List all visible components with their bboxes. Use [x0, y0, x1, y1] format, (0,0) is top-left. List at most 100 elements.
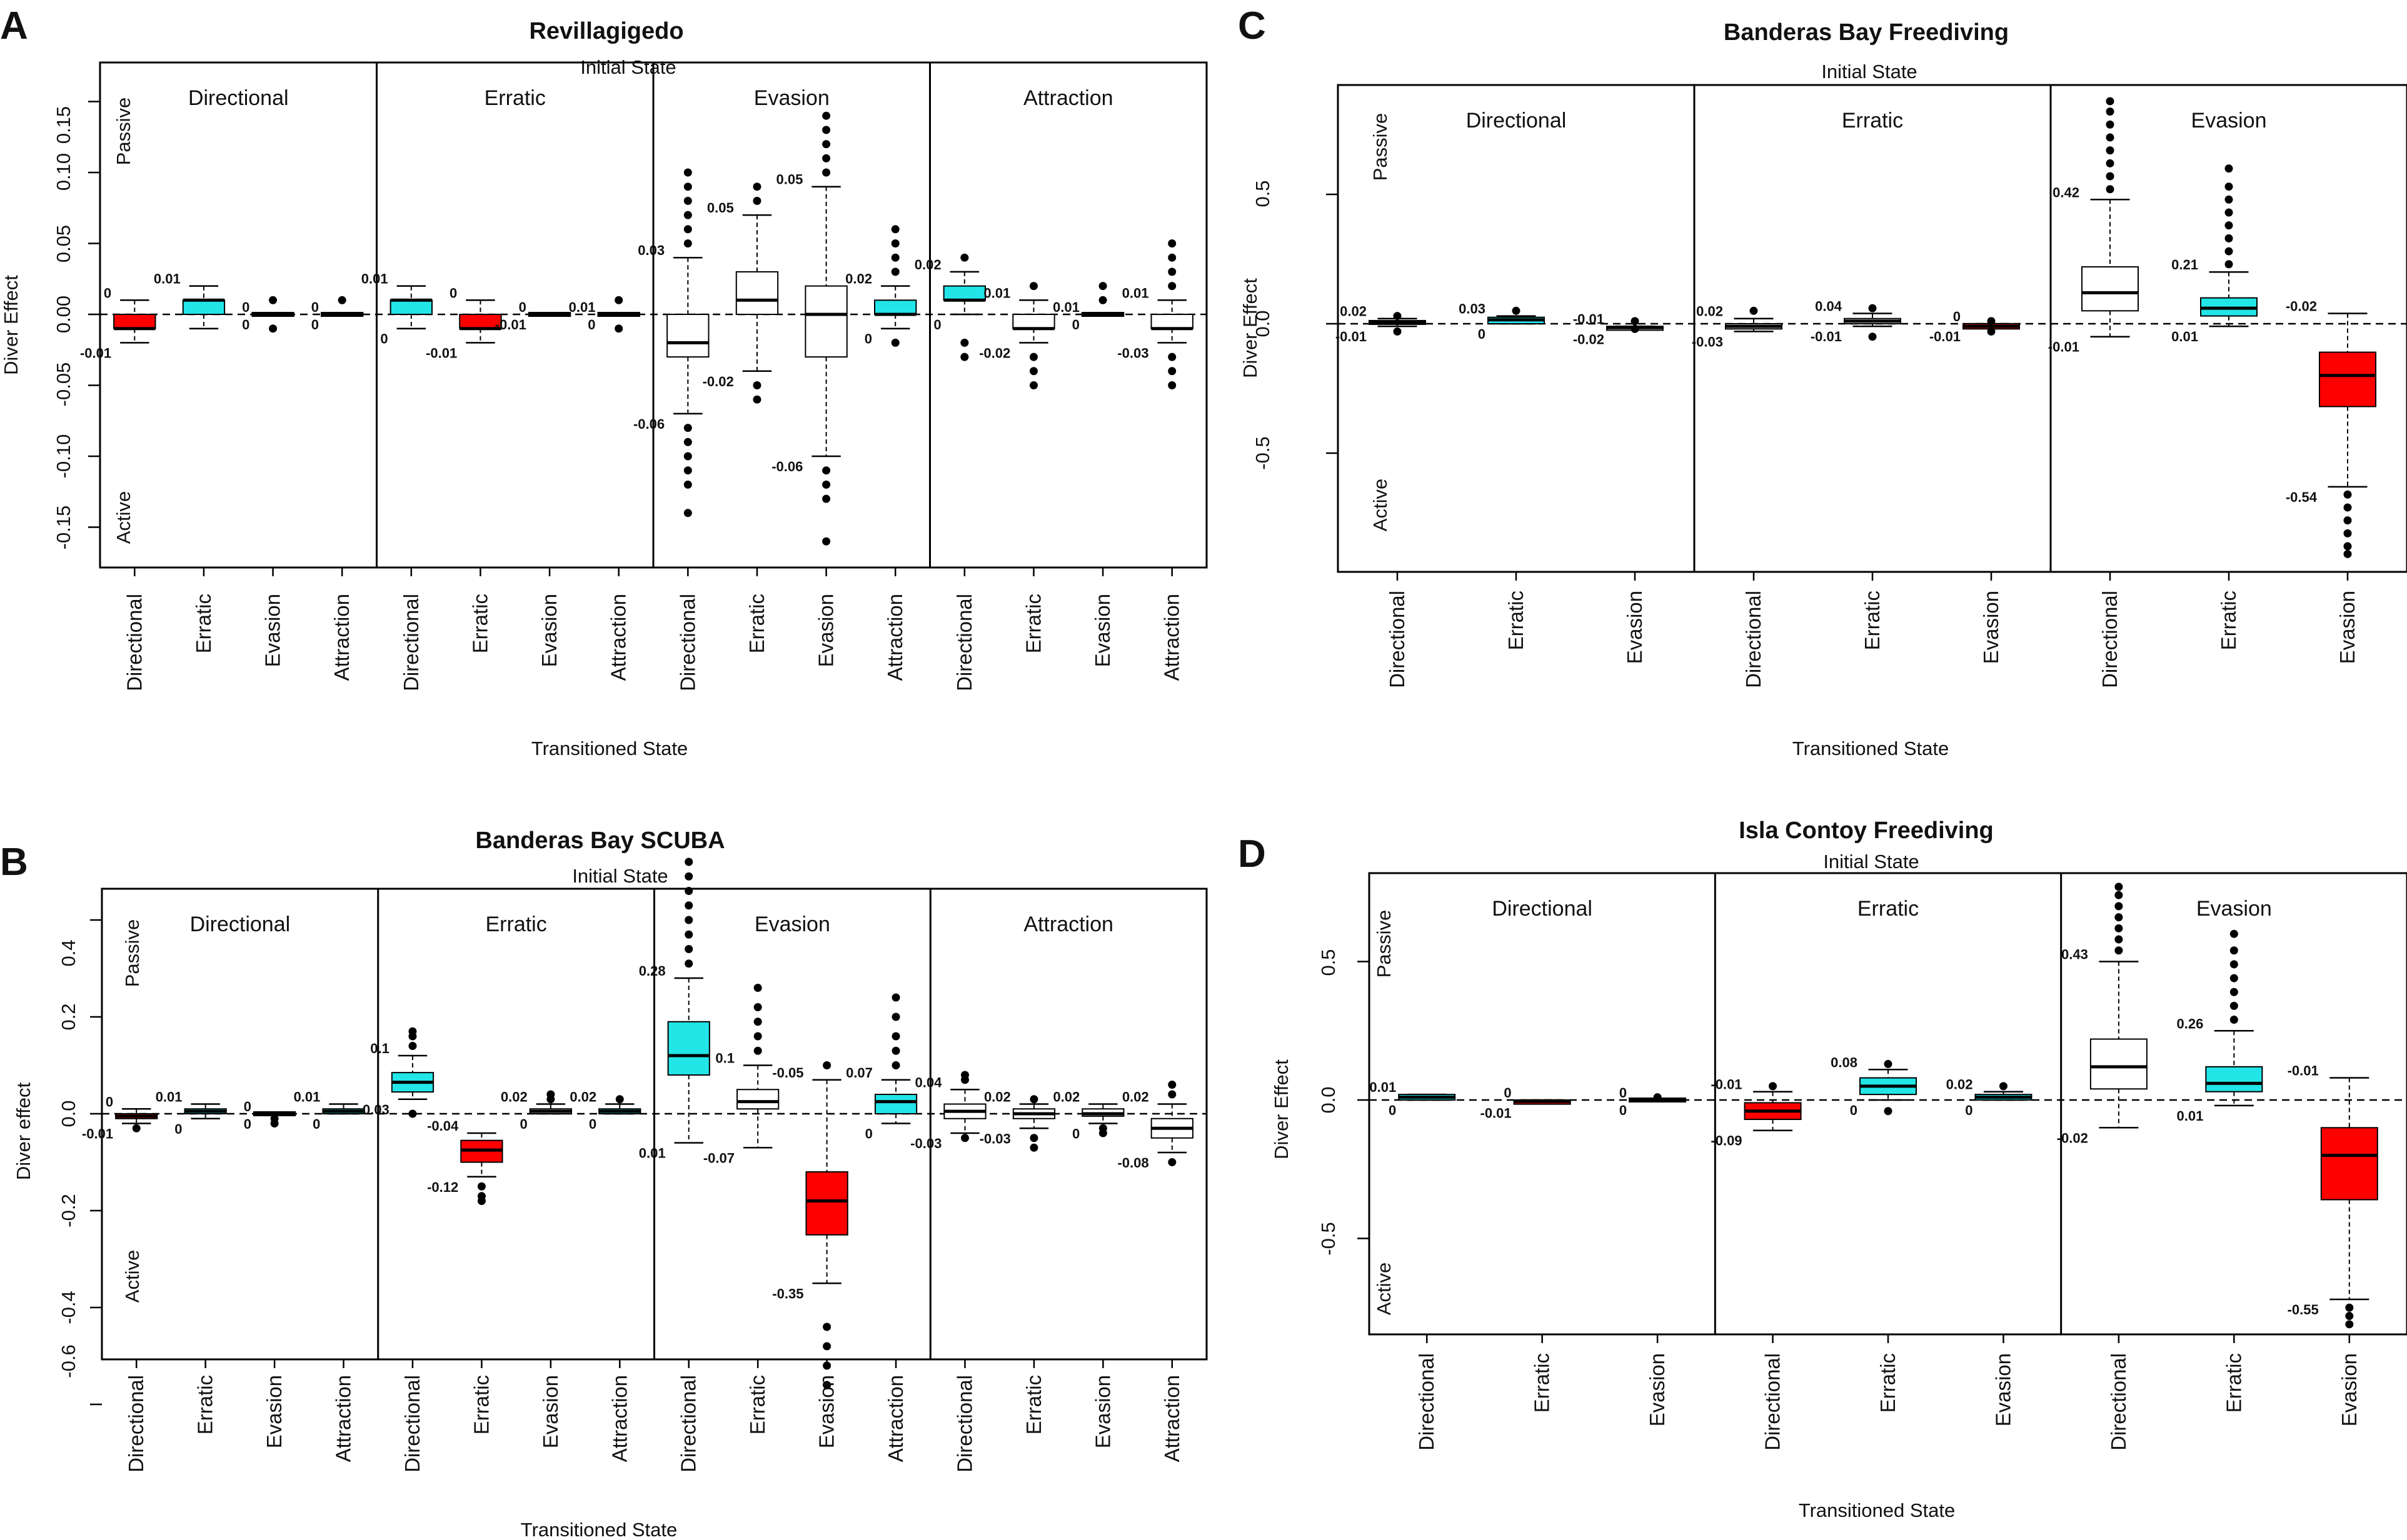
panel-C-y-ticks: 0.5 0.0 -0.5	[1252, 180, 1274, 469]
x-tick-label: Erratic	[194, 1375, 217, 1434]
panel-A-plot: Directional 0 -0.01 Directional 0.01 Erratic 0…	[80, 61, 1208, 691]
group-label: Evasion	[2196, 897, 2272, 921]
x-tick-label: Evasion	[2336, 591, 2359, 664]
outlier-point	[822, 537, 831, 546]
box-body	[113, 314, 156, 329]
y-tick-label: -0.2	[58, 1194, 79, 1227]
outlier-point	[615, 324, 623, 333]
group-label: Evasion	[2191, 109, 2267, 132]
outlier-point	[2229, 1016, 2238, 1024]
outlier-point	[1098, 296, 1107, 304]
group-label: Attraction	[1023, 86, 1113, 110]
box-directional: 0.1 0.03	[363, 1027, 435, 1118]
outlier-point	[1168, 352, 1177, 361]
outlier-point	[822, 111, 831, 120]
y-tick-label: 0.15	[53, 106, 74, 144]
y-tick-label: 0.4	[58, 939, 79, 966]
upper-value-label: 0	[1504, 1085, 1511, 1101]
panel-D-letter: D	[1238, 832, 1266, 876]
outlier-point	[1029, 352, 1038, 361]
outlier-point	[1168, 1090, 1177, 1099]
x-tick-label: Erratic	[192, 594, 215, 653]
outlier-point	[408, 1027, 417, 1036]
lower-value-label: -0.01	[82, 1126, 113, 1142]
outlier-point	[892, 1046, 900, 1055]
box-erratic: 0.21 0.01	[2171, 164, 2258, 344]
outlier-point	[822, 466, 831, 475]
upper-value-label: 0.07	[846, 1065, 873, 1081]
outlier-point	[2343, 490, 2352, 499]
outlier-point	[2114, 935, 2123, 944]
lower-value-label: 0	[244, 1116, 251, 1132]
x-tick-label: Attraction	[1160, 594, 1183, 681]
lower-value-label: -0.01	[1335, 329, 1367, 344]
lower-value-label: -0.08	[1117, 1155, 1148, 1171]
outlier-point	[615, 296, 623, 304]
lower-value-label: -0.07	[703, 1150, 735, 1166]
lower-value-label: 0	[242, 317, 249, 332]
panel-A-x-axis-title: Transitioned State	[531, 738, 688, 759]
box-body	[1150, 314, 1193, 329]
box-body	[2081, 266, 2139, 312]
outlier-point	[2224, 247, 2233, 256]
upper-value-label: 0.03	[1459, 301, 1485, 317]
x-tick-label: Erratic	[468, 594, 491, 653]
outlier-point	[1030, 1134, 1038, 1142]
lower-value-label: 0	[588, 317, 595, 332]
outlier-point	[2114, 902, 2123, 911]
x-tick-label: Erratic	[746, 1375, 769, 1434]
outlier-point	[683, 196, 692, 205]
upper-value-label: 0.01	[361, 271, 388, 287]
box-attraction: 0.01 0	[294, 1089, 365, 1132]
panel-B-y-axis-title: Diver effect	[13, 1082, 34, 1181]
x-tick-label: Evasion	[1991, 1353, 2014, 1426]
x-tick-label: Erratic	[1504, 591, 1527, 650]
outlier-point	[822, 126, 831, 134]
upper-value-label: 0.02	[1122, 1089, 1149, 1105]
box-attraction: 0.01 0	[569, 296, 640, 333]
panel-D-y-axis-title: Diver Effect	[1270, 1059, 1292, 1159]
outlier-point	[685, 916, 693, 924]
box-erratic: 0.08 0	[1831, 1054, 1917, 1118]
upper-value-label: -0.02	[2286, 298, 2317, 314]
outlier-point	[753, 1032, 762, 1041]
y-tick-label: -0.4	[58, 1291, 79, 1324]
box-erratic: -0.04 -0.12	[427, 1118, 503, 1205]
outlier-point	[960, 1071, 969, 1079]
upper-value-label: 0.02	[845, 271, 872, 287]
y-tick-label: -0.5	[1252, 436, 1274, 469]
x-tick-label: Evasion	[263, 1375, 286, 1448]
x-tick-label: Evasion	[1091, 1375, 1114, 1448]
outlier-point	[1884, 1059, 1892, 1068]
group-label: Erratic	[485, 86, 546, 110]
outlier-point	[2106, 172, 2114, 181]
outlier-point	[823, 1381, 832, 1389]
outlier-point	[269, 296, 278, 304]
outlier-point	[1098, 282, 1107, 291]
lower-value-label: -0.09	[1711, 1133, 1742, 1149]
box-attraction: 0.01 -0.03	[1117, 239, 1193, 389]
outlier-point	[269, 324, 278, 333]
upper-value-label: 0.43	[2061, 947, 2088, 962]
lower-value-label: -0.01	[426, 345, 457, 361]
upper-value-label: 0	[244, 1099, 251, 1114]
upper-value-label: -0.05	[772, 1065, 803, 1081]
lower-value-label: -0.12	[427, 1179, 458, 1195]
outlier-point	[822, 140, 831, 149]
lower-value-label: -0.06	[771, 459, 803, 474]
outlier-point	[1868, 304, 1877, 312]
lower-value-label: 0	[174, 1121, 182, 1137]
outlier-point	[753, 1003, 762, 1011]
outlier-point	[753, 381, 761, 389]
lower-value-label: 0	[1389, 1102, 1396, 1118]
outlier-point	[2224, 182, 2233, 191]
outlier-point	[683, 168, 692, 177]
box-body	[805, 285, 848, 358]
y-tick-label: -0.15	[53, 506, 74, 550]
outlier-point	[753, 395, 761, 404]
lower-value-label: -0.01	[1811, 329, 1842, 344]
box-body	[805, 1171, 848, 1236]
upper-value-label: 0.1	[715, 1051, 735, 1066]
box-body	[943, 285, 986, 301]
box-evasion: 0.02 0	[1053, 1089, 1125, 1142]
